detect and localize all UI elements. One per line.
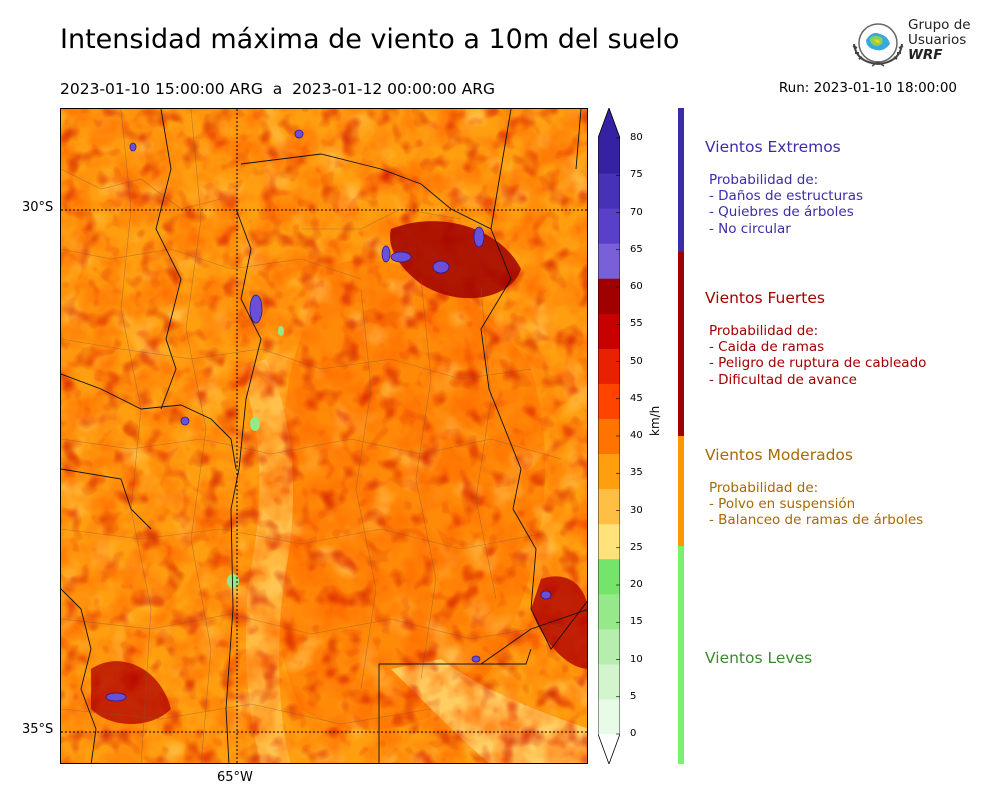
lon-label-65w: 65°W bbox=[217, 770, 253, 785]
desc-line: Probabilidad de: bbox=[709, 172, 819, 188]
colorbar-unit: km/h bbox=[648, 405, 662, 436]
colorbar-segment bbox=[598, 383, 620, 419]
colorbar-tick-label: 70 bbox=[630, 206, 643, 218]
desc-line: - Daños de estructuras bbox=[709, 188, 864, 205]
wrf-logo: Grupo de Usuarios WRF bbox=[848, 18, 973, 72]
legend-desc-extremos: Probabilidad de: - Daños de estructuras … bbox=[709, 172, 863, 237]
colorbar-segment bbox=[598, 488, 620, 525]
colorbar-tick-label: 60 bbox=[630, 281, 643, 292]
colorbar-tick-label: 25 bbox=[630, 541, 643, 553]
colorbar-tick-label: 20 bbox=[630, 579, 643, 590]
desc-line: - No circular bbox=[709, 220, 791, 237]
desc-line: - Caida de ramas bbox=[709, 339, 825, 356]
legend-category-leves: Vientos Leves bbox=[705, 649, 813, 667]
colorbar-tick-label: 75 bbox=[630, 169, 643, 181]
colorbar-segment bbox=[598, 208, 620, 244]
desc-line: - Quiebres de árboles bbox=[709, 204, 854, 221]
legend-bar-fuertes bbox=[678, 252, 684, 436]
desc-line: Probabilidad de: bbox=[709, 323, 819, 339]
colorbar-segment bbox=[598, 138, 620, 174]
colorbar-segment bbox=[598, 628, 620, 665]
colorbar-segment bbox=[598, 278, 620, 314]
legend-category-moderados: Vientos Moderados bbox=[705, 446, 853, 464]
forecast-period: 2023-01-10 15:00:00 ARG a 2023-01-12 00:… bbox=[60, 80, 496, 98]
colorbar-segment bbox=[598, 243, 620, 279]
colorbar-tick-label: 50 bbox=[630, 355, 643, 367]
logo-text-wrf: WRF bbox=[908, 47, 943, 63]
desc-line: - Balanceo de ramas de árboles bbox=[709, 512, 924, 529]
lat-label-30s: 30°S bbox=[22, 200, 54, 215]
desc-line: - Polvo en suspensión bbox=[709, 496, 856, 513]
colorbar-bottom-cap bbox=[598, 734, 620, 764]
colorbar-tick-label: 0 bbox=[630, 728, 637, 739]
colorbar-tick-label: 55 bbox=[630, 318, 643, 330]
colorbar-top-cap bbox=[598, 108, 620, 138]
globe-icon bbox=[852, 23, 904, 67]
colorbar-tick-label: 40 bbox=[630, 430, 643, 441]
colorbar-tick-label: 5 bbox=[630, 690, 637, 702]
wind-field-svg bbox=[61, 109, 587, 763]
colorbar-tick-label: 10 bbox=[630, 653, 643, 665]
colorbar-segment bbox=[598, 698, 620, 735]
colorbar-segment bbox=[598, 453, 620, 490]
lat-label-35s: 35°S bbox=[22, 722, 54, 737]
wind-map bbox=[60, 108, 588, 764]
run-time: Run: 2023-01-10 18:00:00 bbox=[778, 80, 957, 96]
colorbar-tick-label: 80 bbox=[630, 132, 643, 143]
legend-bar-extremos bbox=[678, 108, 684, 252]
legend-desc-fuertes: Probabilidad de: - Caida de ramas - Peli… bbox=[709, 323, 926, 388]
colorbar-segment bbox=[598, 313, 620, 349]
logo-text-line2: Usuarios bbox=[908, 32, 967, 48]
colorbar-tick-label: 15 bbox=[630, 616, 643, 628]
desc-line: Probabilidad de: bbox=[709, 480, 819, 496]
legend-category-extremos: Vientos Extremos bbox=[705, 138, 841, 156]
logo-text-line1: Grupo de bbox=[908, 17, 971, 33]
colorbar-segment bbox=[598, 593, 620, 630]
colorbar-segment bbox=[598, 348, 620, 384]
map-title: Intensidad máxima de viento a 10m del su… bbox=[60, 24, 680, 55]
legend-desc-moderados: Probabilidad de: - Polvo en suspensión -… bbox=[709, 480, 923, 529]
colorbar-segment bbox=[598, 663, 620, 700]
colorbar-tick-label: 65 bbox=[630, 243, 643, 255]
legend-category-fuertes: Vientos Fuertes bbox=[705, 289, 825, 307]
legend-bar-moderados bbox=[678, 436, 684, 546]
legend-bar-leves bbox=[678, 546, 684, 764]
colorbar-tick-label: 45 bbox=[630, 392, 643, 404]
colorbar-segment bbox=[598, 523, 620, 560]
desc-line: - Dificultad de avance bbox=[709, 371, 857, 388]
colorbar-tick-label: 35 bbox=[630, 467, 643, 479]
desc-line: - Peligro de ruptura de cableado bbox=[709, 355, 927, 372]
colorbar bbox=[598, 108, 620, 764]
colorbar-segment bbox=[598, 173, 620, 209]
colorbar-segment bbox=[598, 558, 620, 595]
colorbar-tick-label: 30 bbox=[630, 504, 643, 516]
colorbar-segment bbox=[598, 418, 620, 455]
